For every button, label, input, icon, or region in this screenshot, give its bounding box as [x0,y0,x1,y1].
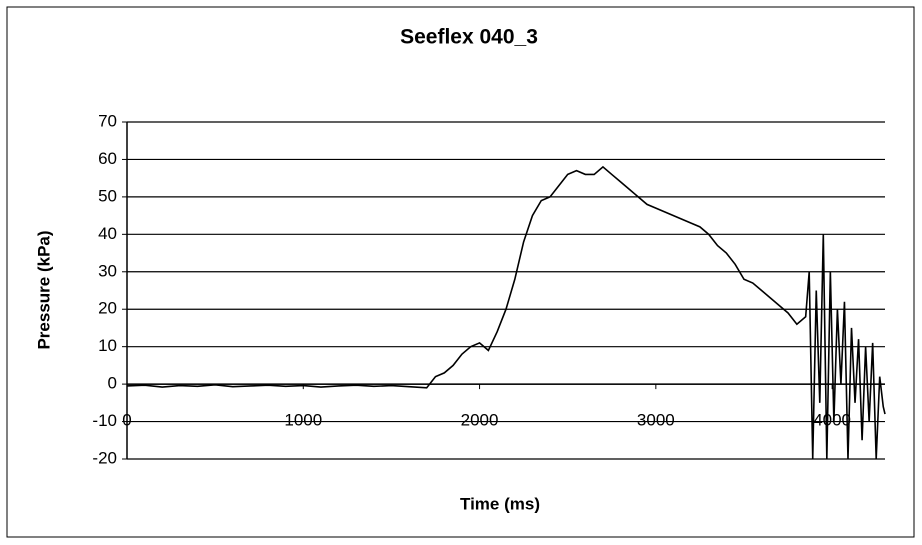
y-tick-label: -10 [92,411,117,430]
y-tick-label: 40 [98,224,117,243]
x-tick-label: 1000 [284,411,322,430]
y-tick-label: 60 [98,149,117,168]
y-tick-label: 70 [98,111,117,130]
chart-title: Seeflex 040_3 [400,26,538,49]
y-tick-label: 20 [98,299,117,318]
y-tick-label: -20 [92,448,117,467]
y-tick-label: 50 [98,186,117,205]
x-tick-label: 2000 [461,411,499,430]
x-tick-label: 0 [122,411,131,430]
y-tick-label: 10 [98,336,117,355]
data-line [126,165,886,460]
y-axis-title: Pressure (kPa) [34,230,53,349]
x-tick-label: 3000 [637,411,675,430]
y-tick-label: 30 [98,261,117,280]
x-axis-title: Time (ms) [460,494,540,513]
y-tick-label: 0 [108,374,117,393]
x-tick-label: 4000 [813,411,851,430]
